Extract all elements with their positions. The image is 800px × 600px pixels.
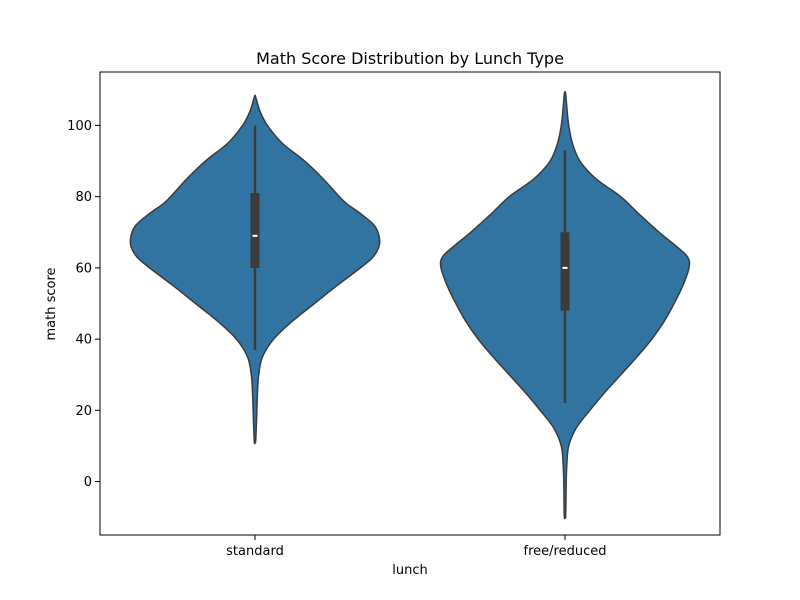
violin-iqr-box: [250, 193, 260, 268]
y-tick-label: 60: [75, 261, 92, 276]
violin-group: [129, 90, 691, 520]
x-tick-label: standard: [226, 544, 284, 559]
y-axis: 0 20 40 60 80 100: [67, 119, 100, 490]
plot-frame: [99, 71, 721, 536]
y-tick-label: 20: [75, 404, 92, 419]
violin-iqr-box: [560, 232, 570, 311]
violin-median: [562, 266, 568, 269]
x-tick-label: free/reduced: [524, 544, 607, 559]
violin-median: [252, 234, 258, 237]
x-axis-label: lunch: [392, 563, 427, 578]
chart-title: Math Score Distribution by Lunch Type: [256, 49, 564, 68]
y-tick-label: 80: [75, 190, 92, 205]
y-tick-label: 40: [75, 333, 92, 348]
y-tick-label: 0: [84, 475, 92, 490]
x-axis: standard free/reduced: [226, 535, 606, 559]
y-axis-label: math score: [44, 267, 59, 340]
y-tick-label: 100: [67, 119, 92, 134]
